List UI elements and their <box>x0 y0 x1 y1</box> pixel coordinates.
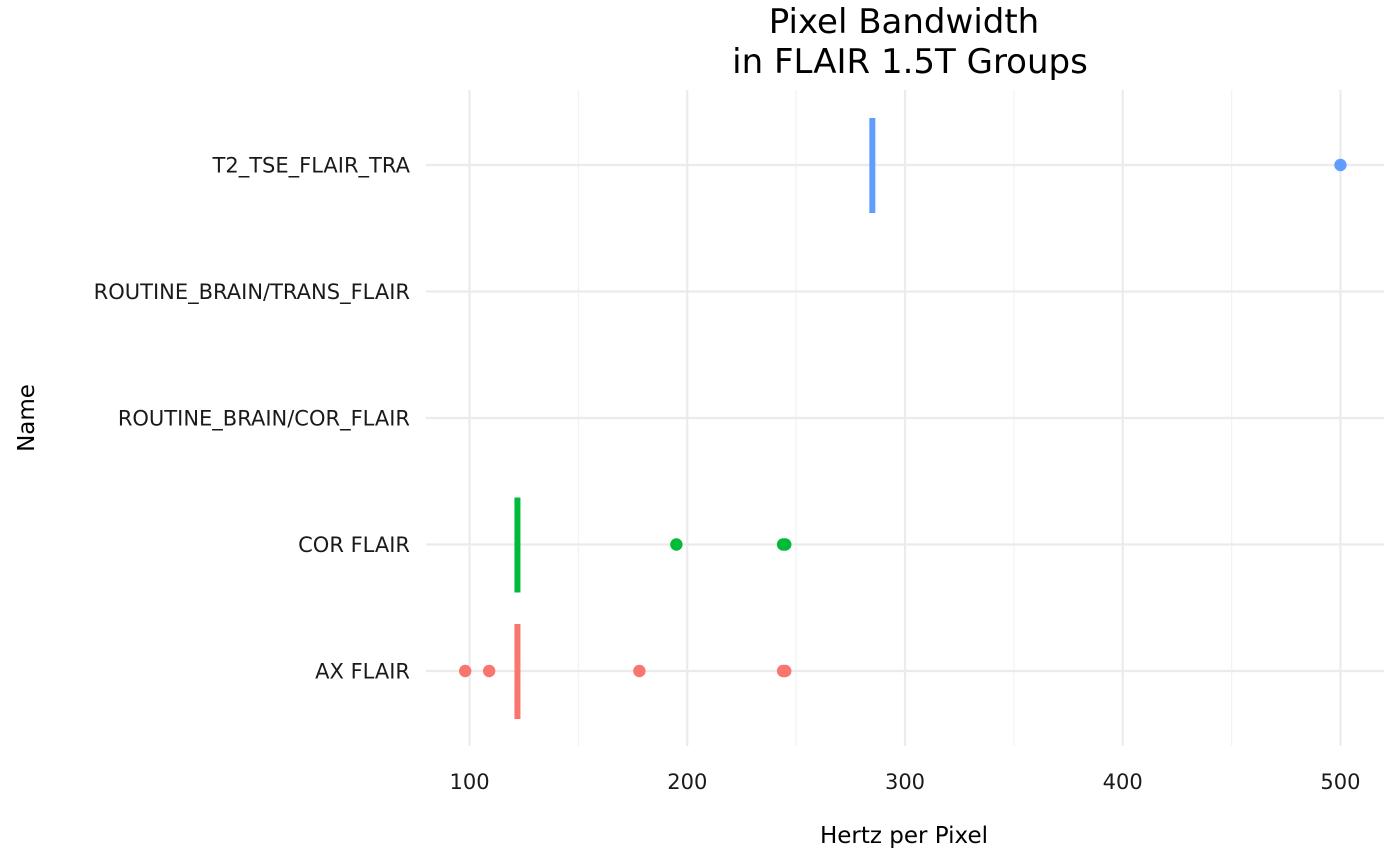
x-tick-label: 100 <box>449 770 489 794</box>
chart-title-line-2: in FLAIR 1.5T Groups <box>732 42 1088 82</box>
y-tick-label: AX FLAIR <box>315 660 410 684</box>
y-tick-label: COR FLAIR <box>298 533 410 557</box>
data-point <box>1334 158 1347 172</box>
x-tick-label: 500 <box>1320 770 1360 794</box>
data-point <box>779 664 792 678</box>
data-point <box>482 664 496 678</box>
labels: Pixel Bandwidth in FLAIR 1.5T Groups Her… <box>14 2 1361 849</box>
y-tick-label: T2_TSE_FLAIR_TRA <box>212 154 411 179</box>
y-tick-label: ROUTINE_BRAIN/TRANS_FLAIR <box>94 280 410 305</box>
data-point <box>633 664 646 678</box>
x-axis-label: Hertz per Pixel <box>820 823 988 849</box>
x-tick-label: 400 <box>1103 770 1143 794</box>
data-point <box>458 664 472 678</box>
y-tick-label: ROUTINE_BRAIN/COR_FLAIR <box>118 407 410 432</box>
x-tick-label: 200 <box>667 770 707 794</box>
data-point <box>779 538 792 551</box>
chart-title-line-1: Pixel Bandwidth <box>769 2 1039 42</box>
data-marks <box>458 118 1347 719</box>
x-tick-label: 300 <box>885 770 925 794</box>
data-point <box>670 538 683 551</box>
grid <box>426 90 1384 746</box>
y-axis-label: Name <box>14 384 40 452</box>
